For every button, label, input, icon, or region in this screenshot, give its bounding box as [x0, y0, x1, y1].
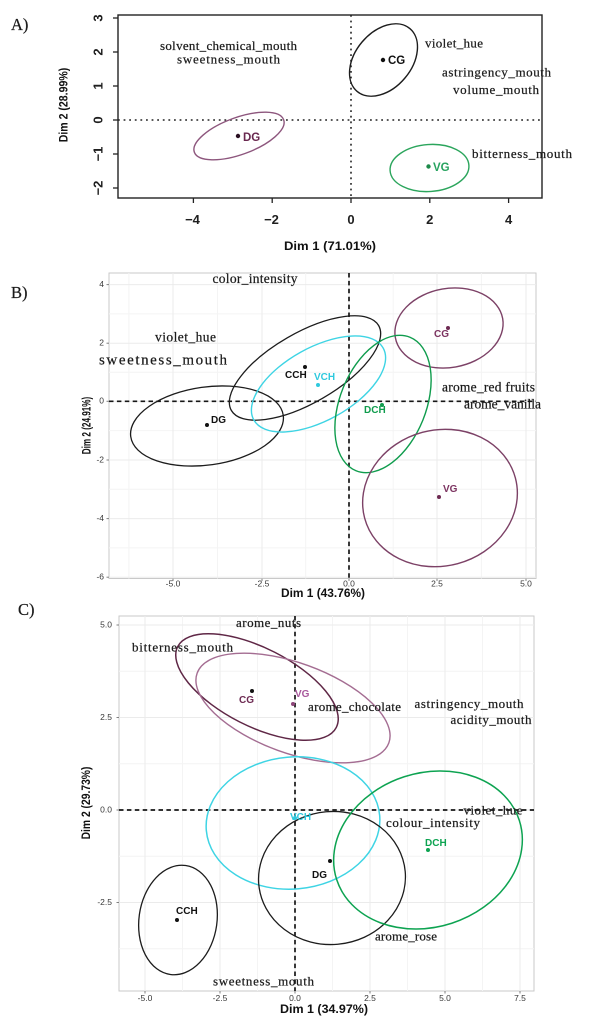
svg-text:DCH: DCH — [425, 838, 447, 849]
svg-text:violet_hue: violet_hue — [155, 330, 216, 345]
svg-text:volume_mouth: volume_mouth — [453, 82, 540, 97]
svg-text:astringency_mouth: astringency_mouth — [415, 696, 525, 711]
svg-text:Dim 2 (24.91%): Dim 2 (24.91%) — [81, 397, 94, 455]
svg-text:acidity_mouth: acidity_mouth — [451, 712, 533, 727]
svg-text:0: 0 — [91, 116, 106, 123]
svg-text:-2: -2 — [96, 454, 104, 464]
svg-text:0: 0 — [347, 212, 354, 227]
svg-text:DG: DG — [211, 415, 226, 426]
svg-text:C): C) — [18, 600, 35, 619]
svg-text:-6: -6 — [96, 572, 104, 582]
svg-text:solvent_chemical_mouth: solvent_chemical_mouth — [160, 38, 298, 53]
svg-text:arome_vanilla: arome_vanilla — [464, 397, 541, 412]
svg-text:A): A) — [11, 15, 28, 34]
svg-text:2: 2 — [99, 338, 104, 348]
svg-text:VG: VG — [443, 484, 458, 495]
svg-text:B): B) — [11, 283, 28, 302]
svg-text:VCH: VCH — [290, 812, 311, 823]
svg-text:bitterness_mouth: bitterness_mouth — [132, 640, 234, 655]
svg-text:2: 2 — [426, 212, 433, 227]
svg-text:VG: VG — [295, 689, 310, 700]
svg-text:-4: -4 — [96, 513, 104, 523]
svg-text:0.0: 0.0 — [100, 805, 112, 815]
svg-text:0.0: 0.0 — [343, 579, 355, 589]
svg-text:DG: DG — [243, 132, 260, 144]
svg-text:-5.0: -5.0 — [138, 993, 153, 1003]
svg-text:astringency_mouth: astringency_mouth — [442, 65, 552, 80]
svg-text:2.5: 2.5 — [364, 993, 376, 1003]
svg-text:0.0: 0.0 — [289, 993, 301, 1003]
svg-text:-5.0: -5.0 — [166, 579, 181, 589]
svg-text:CCH: CCH — [176, 906, 198, 917]
svg-text:1: 1 — [91, 82, 106, 89]
svg-text:arome_rose: arome_rose — [375, 929, 437, 944]
svg-text:CG: CG — [239, 695, 254, 706]
svg-text:bitterness_mouth: bitterness_mouth — [472, 146, 573, 161]
svg-text:arome_nuts: arome_nuts — [236, 615, 301, 630]
svg-text:-2.5: -2.5 — [213, 993, 228, 1003]
svg-text:DCH: DCH — [364, 405, 386, 416]
svg-text:−1: −1 — [91, 147, 106, 162]
svg-text:VCH: VCH — [314, 372, 335, 383]
svg-text:CCH: CCH — [285, 370, 307, 381]
svg-text:2: 2 — [91, 48, 106, 55]
svg-text:Dim 2 (28.99%): Dim 2 (28.99%) — [58, 68, 71, 143]
svg-text:Dim 1 (34.97%): Dim 1 (34.97%) — [280, 1002, 368, 1016]
svg-text:5.0: 5.0 — [520, 579, 532, 589]
svg-text:CG: CG — [434, 329, 449, 340]
svg-text:3: 3 — [91, 14, 106, 21]
svg-text:CG: CG — [388, 55, 405, 67]
svg-text:7.5: 7.5 — [514, 993, 526, 1003]
svg-text:Dim 1 (71.01%): Dim 1 (71.01%) — [284, 239, 376, 253]
svg-text:-2.5: -2.5 — [97, 897, 112, 907]
svg-text:−2: −2 — [264, 212, 279, 227]
svg-text:arome_chocolate: arome_chocolate — [308, 699, 401, 714]
svg-text:sweetness_mouth: sweetness_mouth — [177, 52, 281, 67]
svg-text:4: 4 — [99, 279, 104, 289]
svg-text:5.0: 5.0 — [439, 993, 451, 1003]
svg-text:4: 4 — [505, 212, 513, 227]
svg-text:Dim 2 (29.73%): Dim 2 (29.73%) — [80, 766, 93, 839]
svg-text:5.0: 5.0 — [100, 620, 112, 630]
svg-text:0: 0 — [99, 396, 104, 406]
svg-text:VG: VG — [433, 162, 450, 174]
svg-text:sweetness_mouth: sweetness_mouth — [213, 974, 315, 989]
svg-text:sweetness_mouth: sweetness_mouth — [99, 353, 228, 369]
svg-text:colour_intensity: colour_intensity — [386, 815, 481, 830]
svg-text:DG: DG — [312, 870, 327, 881]
svg-text:-2.5: -2.5 — [255, 579, 270, 589]
svg-text:Dim 1 (43.76%): Dim 1 (43.76%) — [281, 586, 365, 600]
svg-text:−2: −2 — [91, 181, 106, 196]
svg-text:arome_red fruits: arome_red fruits — [442, 380, 535, 395]
svg-text:2.5: 2.5 — [431, 579, 443, 589]
svg-text:color_intensity: color_intensity — [213, 271, 298, 286]
svg-text:violet_hue: violet_hue — [464, 803, 523, 818]
svg-text:2.5: 2.5 — [100, 712, 112, 722]
svg-text:violet_hue: violet_hue — [425, 36, 483, 51]
svg-text:−4: −4 — [185, 212, 201, 227]
